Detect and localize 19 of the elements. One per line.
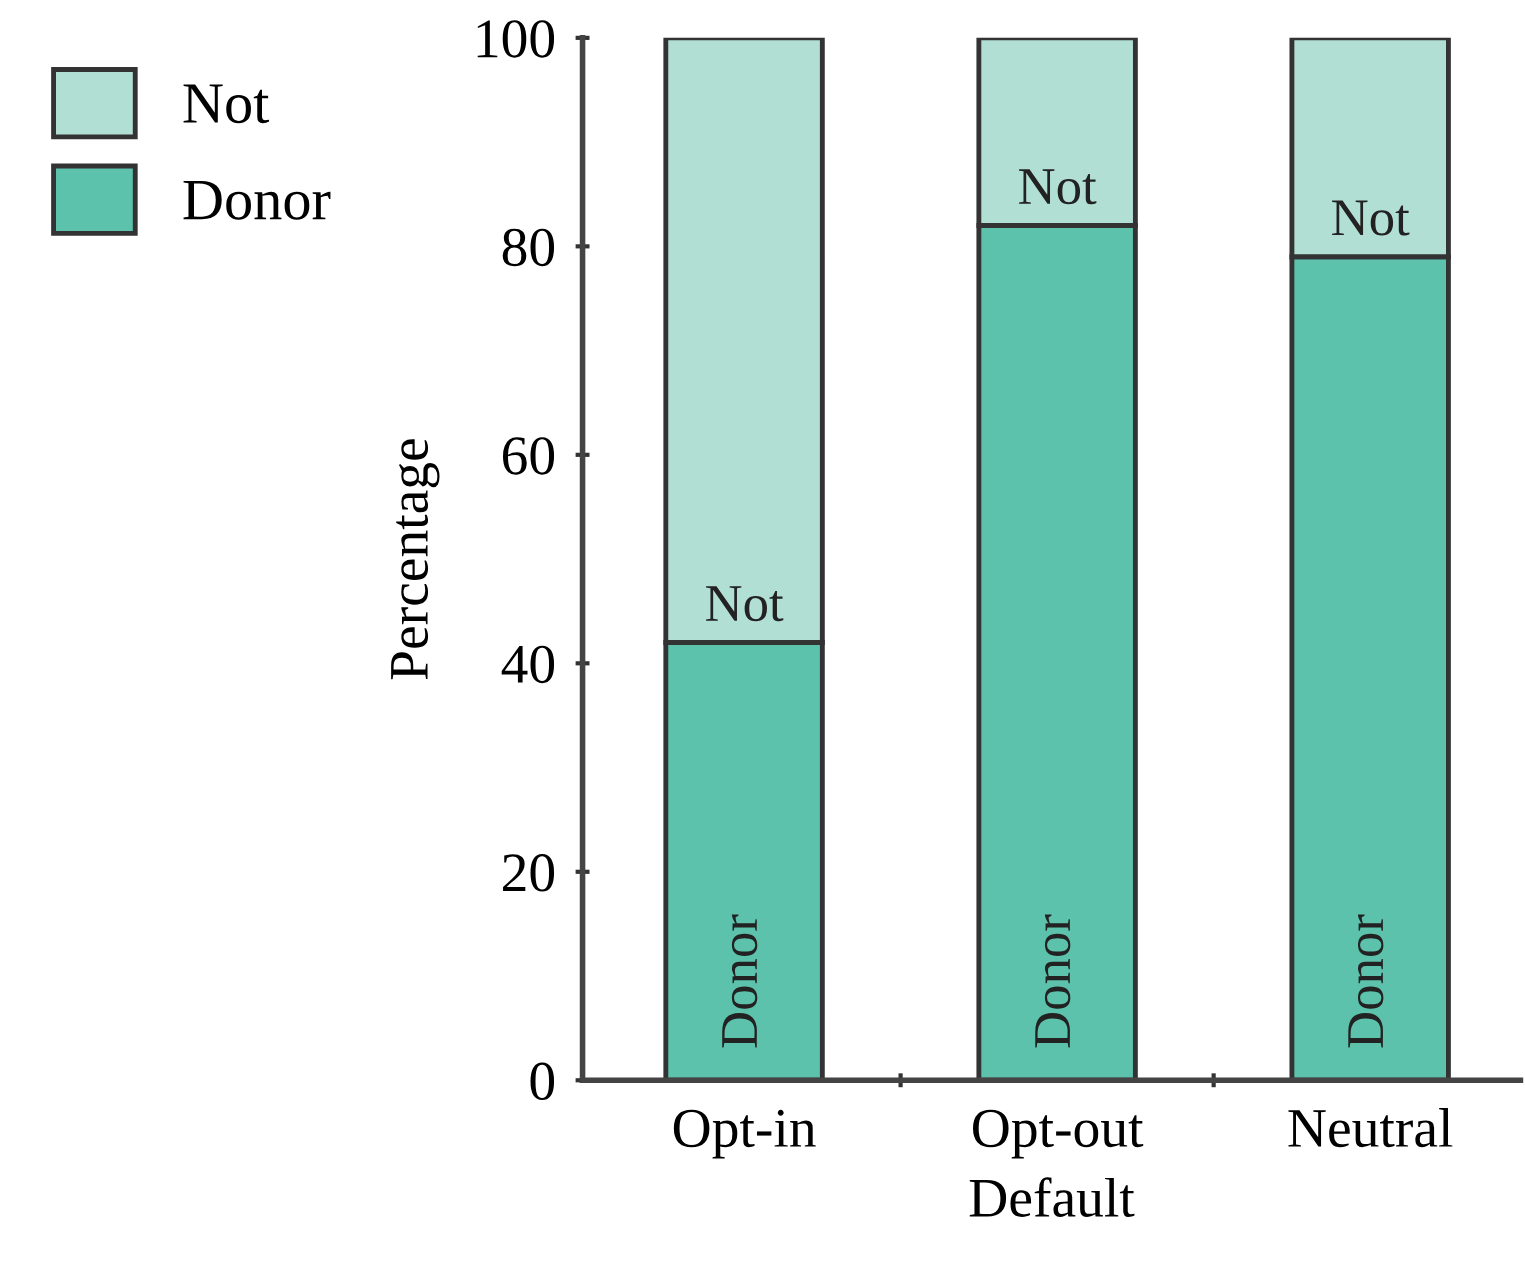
y-tick-label: 0	[530, 1062, 555, 1101]
y-tick-label: 60	[502, 437, 555, 475]
y-tick-label: 100	[477, 20, 555, 58]
legend-label: Donor	[183, 180, 331, 220]
x-tick-label: Opt-out	[972, 1109, 1144, 1159]
legend-label: Not	[183, 84, 270, 124]
text: Donor	[1348, 914, 1384, 1048]
y-axis-title: Percentage	[391, 439, 440, 680]
x-tick-label: Opt-in	[673, 1109, 816, 1159]
text: Donor	[1035, 914, 1071, 1048]
text: Not	[1019, 169, 1097, 205]
y-tick-label: 20	[503, 854, 555, 892]
x-axis-title: Default	[969, 1177, 1135, 1217]
y-tick-label: 40	[501, 645, 555, 684]
text: Donor	[722, 914, 758, 1048]
text: Not	[706, 586, 784, 622]
text: Not	[1332, 200, 1410, 236]
y-tick-label: 80	[502, 228, 555, 267]
x-tick-label: Neutral	[1288, 1108, 1453, 1148]
